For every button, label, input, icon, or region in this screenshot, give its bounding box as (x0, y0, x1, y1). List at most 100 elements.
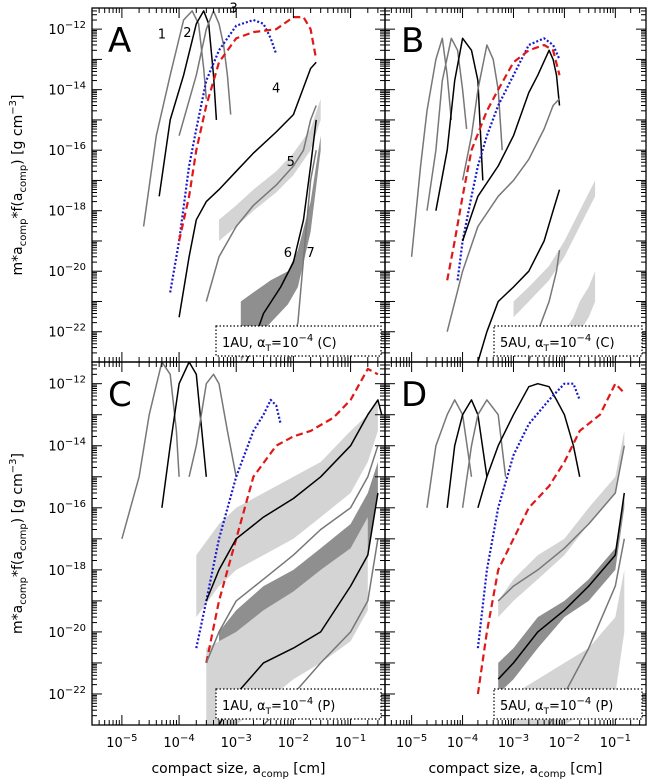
info-alpha-sub: T (265, 707, 272, 717)
series-line-2 (426, 37, 468, 211)
y-tick-label-base: 10 (48, 326, 65, 341)
x-tick-label-base: 10 (396, 736, 413, 751)
x-tick-label-exp: −2 (565, 733, 580, 744)
series-line-4 (477, 382, 581, 509)
y-axis-title-main: m*a (10, 246, 26, 275)
y-tick-label: 10−20 (48, 262, 86, 280)
info-eq: =10 (549, 699, 576, 714)
x-tick-label: 10−1 (600, 733, 631, 751)
series-line-1 (142, 10, 208, 227)
panel-letter: A (108, 21, 131, 61)
info-location: 1AU, (222, 699, 257, 714)
panel-letter: D (401, 375, 427, 415)
x-tick-label-base: 10 (163, 736, 180, 751)
y-axis-title: m*acomp*f(acomp) [g cm−3] (8, 453, 29, 634)
x-axis-title-sub: comp (538, 769, 566, 780)
x-tick-label: 10−4 (447, 733, 478, 751)
x-tick-label-base: 10 (447, 736, 464, 751)
info-exp: −4 (298, 696, 313, 707)
y-tick-label: 10−14 (48, 81, 86, 99)
y-axis-title-main: m*a (10, 605, 26, 634)
y-tick-label-exp: −22 (65, 323, 86, 334)
spread-band-1 (513, 180, 596, 318)
info-tag: (C) (591, 336, 614, 351)
x-tick-label-exp: −5 (123, 733, 138, 744)
x-tick-label-exp: −5 (413, 733, 428, 744)
curve-label: 7 (306, 246, 314, 261)
x-tick-label-base: 10 (549, 736, 566, 751)
y-tick-label-base: 10 (48, 626, 65, 641)
series-line-7 (497, 445, 626, 602)
info-box (215, 688, 382, 720)
info-alpha-sub: T (543, 707, 550, 717)
x-tick-label-base: 10 (106, 736, 123, 751)
spread-band-3 (206, 517, 368, 725)
x-tick-label-base: 10 (498, 736, 515, 751)
info-box (493, 688, 643, 720)
series-line-3 (435, 37, 484, 211)
series-line-1 (426, 399, 473, 508)
info-tag: (C) (313, 336, 336, 351)
series-line-6 (446, 43, 561, 281)
y-tick-label: 10−12 (48, 20, 86, 38)
x-tick-label-exp: −4 (463, 733, 478, 744)
y-tick-label-base: 10 (48, 440, 65, 455)
series-line-8 (446, 98, 561, 332)
spread-band-1 (498, 430, 625, 618)
series-line-4 (195, 398, 282, 649)
y-axis-title-sub: comp (18, 523, 29, 551)
series-line-5 (178, 16, 318, 242)
y-tick-label-base: 10 (48, 688, 65, 703)
info-exp: −4 (576, 333, 591, 344)
info-text: 1AU, αT=10−4 (C) (222, 333, 337, 354)
info-text: 5AU, αT=10−4 (P) (500, 696, 613, 717)
info-box (215, 325, 382, 357)
y-tick-label-exp: −14 (65, 437, 86, 448)
info-location: 1AU, (222, 336, 257, 351)
y-axis-title-close: ] (10, 95, 26, 100)
curve-label: 3 (229, 2, 237, 17)
y-tick-label-exp: −12 (65, 20, 86, 31)
series-line-6 (205, 399, 383, 602)
series-line-2 (446, 399, 488, 508)
spread-band-3 (513, 569, 625, 725)
plot-area (121, 362, 383, 725)
y-tick-label-base: 10 (48, 564, 65, 579)
y-axis-title-sub: comp (18, 165, 29, 193)
y-tick-label-exp: −14 (65, 81, 86, 92)
y-tick-label-base: 10 (48, 502, 65, 517)
y-axis-title-mid: *f(a (10, 551, 26, 577)
x-tick-label: 10−2 (549, 733, 580, 751)
curve-label: 6 (284, 246, 292, 261)
panel-b: B 5AU, αT=10−4 (C) (384, 7, 647, 363)
series-line-2 (158, 10, 218, 197)
x-tick-label-base: 10 (221, 736, 238, 751)
series-line-6 (476, 382, 626, 695)
series-line-7 (205, 105, 317, 302)
info-text: 5AU, αT=10−4 (C) (500, 333, 615, 354)
info-tag: (P) (591, 699, 613, 714)
spread-band-1 (219, 98, 321, 241)
series-line-2 (161, 362, 208, 508)
info-eq: =10 (271, 699, 298, 714)
y-tick-label-base: 10 (48, 23, 65, 38)
x-axis-title-unit: [cm] (566, 761, 603, 777)
plot-area (426, 382, 626, 725)
info-alpha: α (535, 699, 544, 714)
series-line-3 (188, 373, 237, 477)
series-line-9 (477, 189, 561, 362)
y-tick-label-exp: −20 (65, 262, 86, 273)
y-tick-label: 10−20 (48, 623, 86, 641)
panel-a: 10−1210−1410−1610−1810−2010−22m*acomp*f(… (8, 2, 386, 363)
y-tick-label-base: 10 (48, 265, 65, 280)
x-axis-title: compact size, acomp [cm] (428, 761, 602, 780)
info-alpha-sub: T (265, 344, 272, 354)
y-tick-label: 10−18 (48, 202, 86, 220)
info-eq: =10 (549, 336, 576, 351)
x-tick-label-base: 10 (600, 736, 617, 751)
x-tick-label-exp: −1 (616, 733, 631, 744)
info-box (493, 325, 643, 357)
y-tick-label-exp: −18 (65, 561, 86, 572)
